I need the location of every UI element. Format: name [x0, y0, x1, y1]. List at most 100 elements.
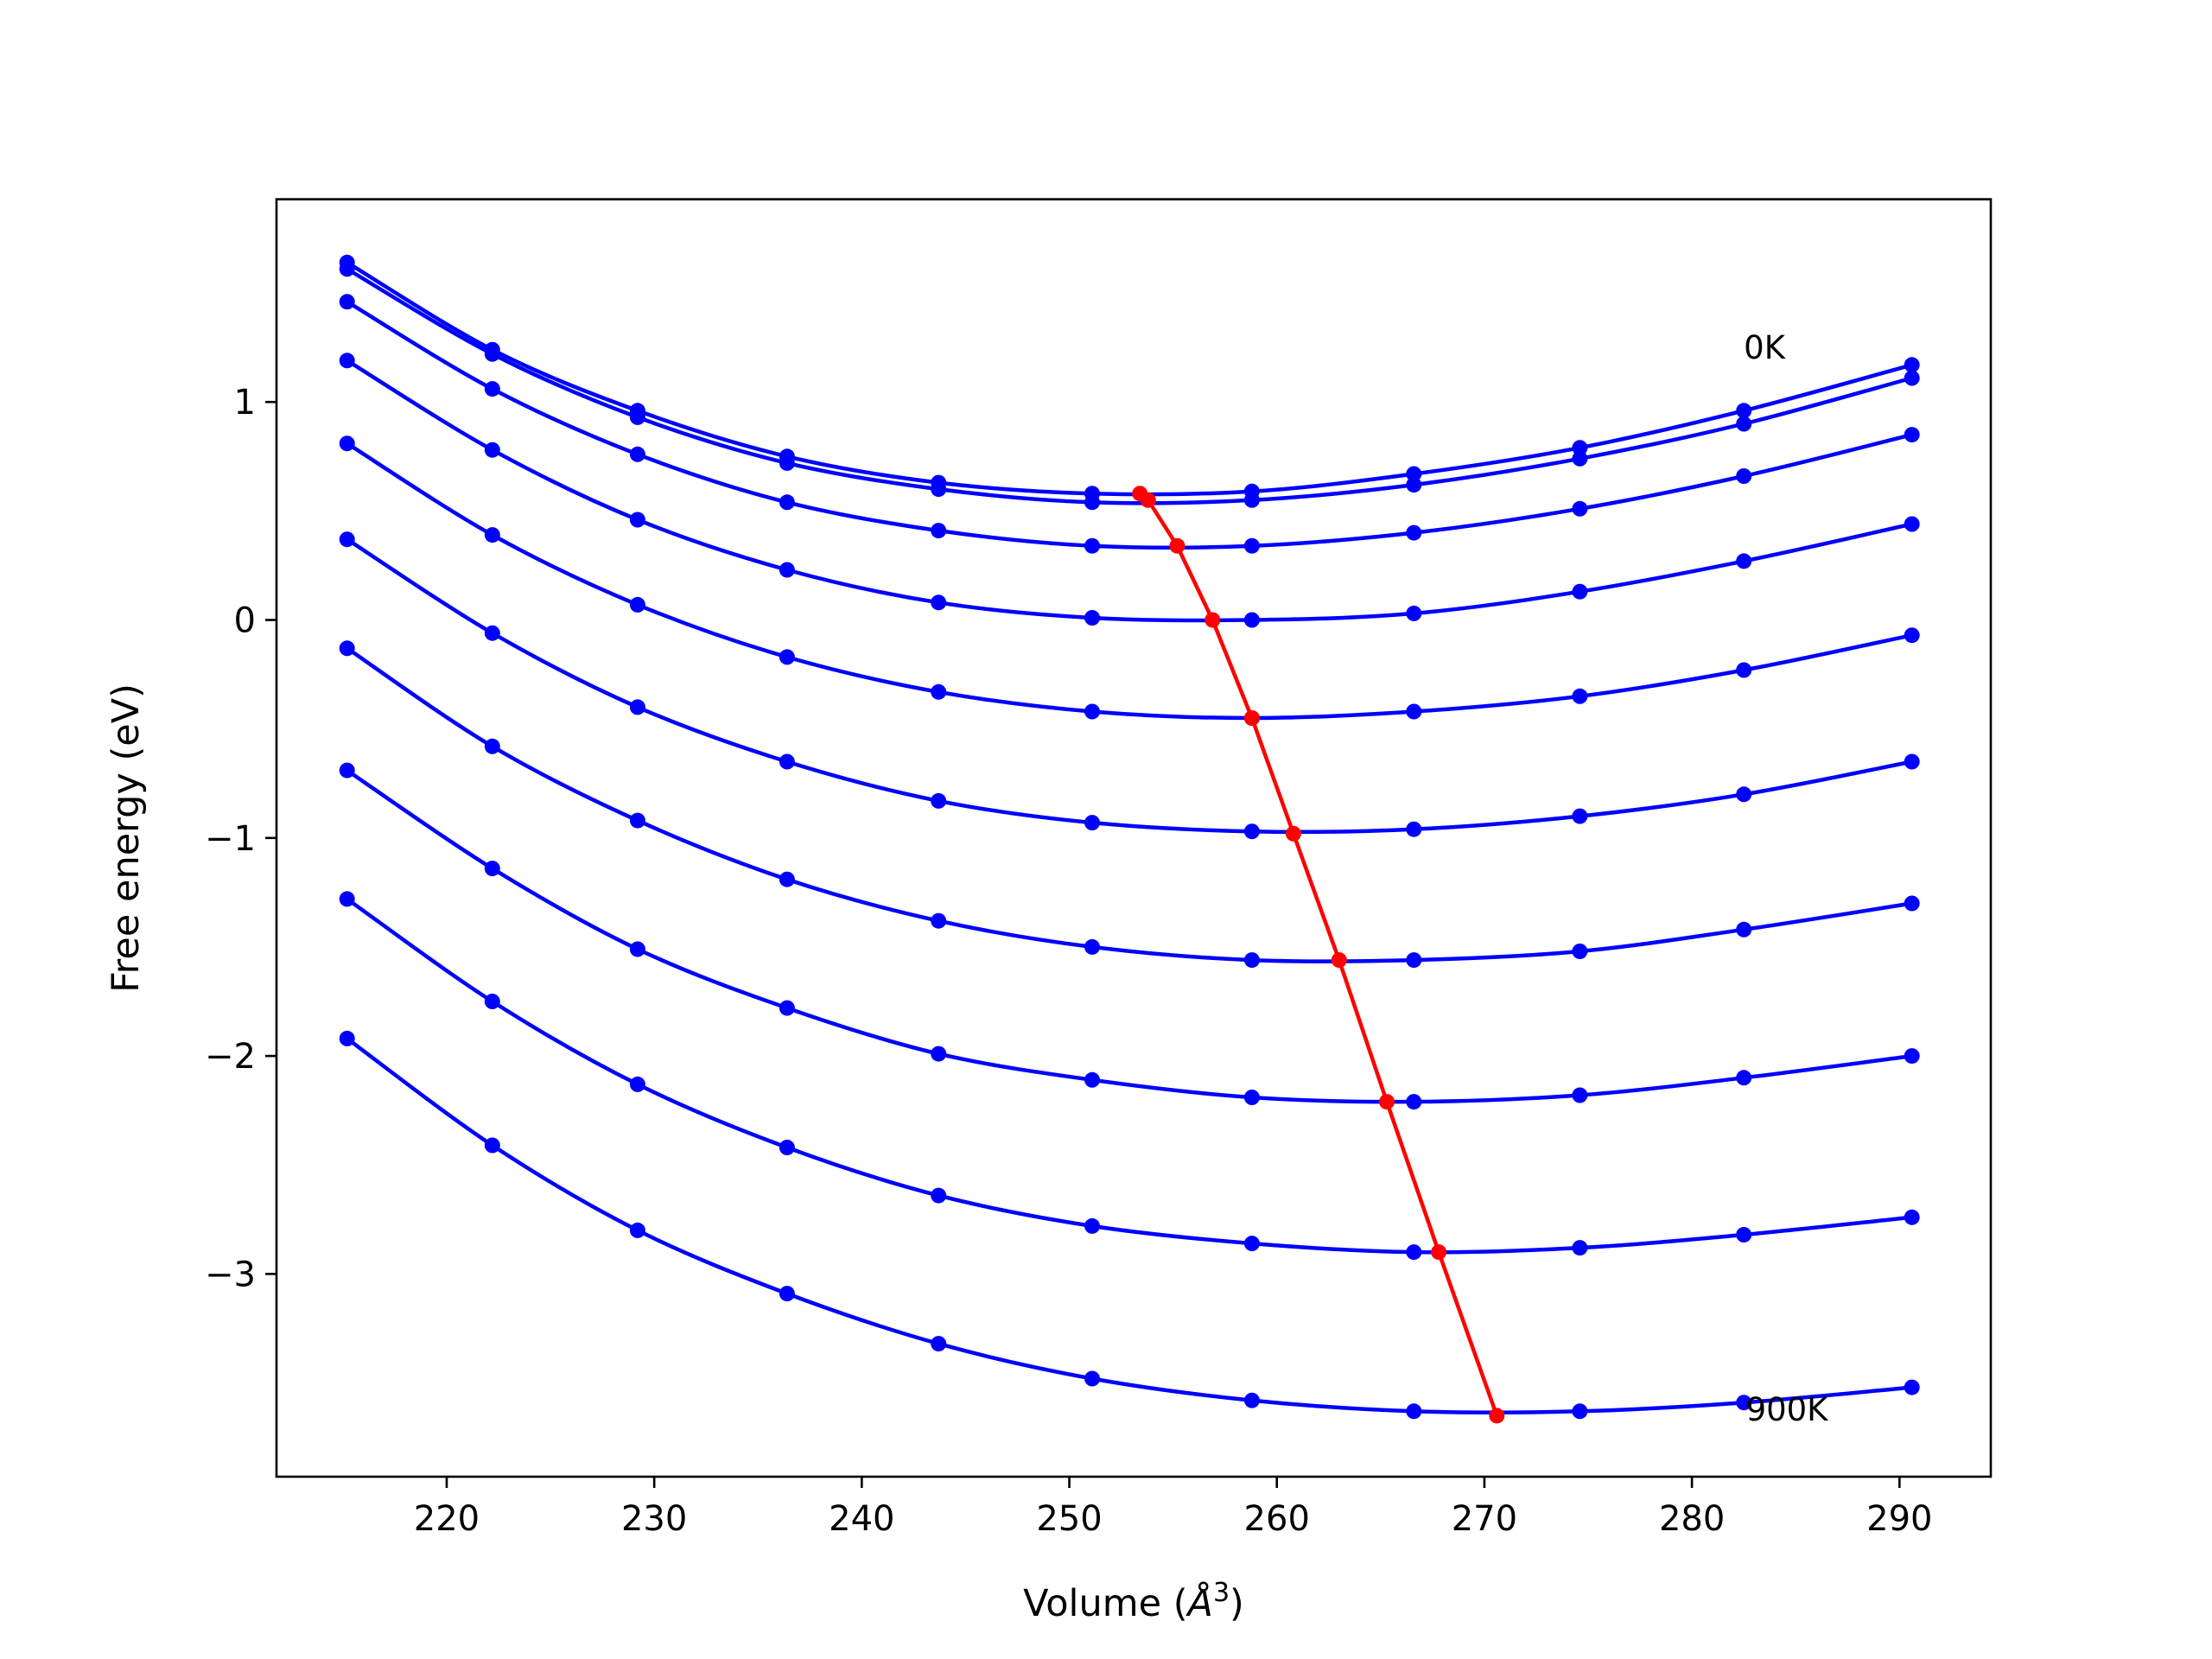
- data-point: [779, 753, 795, 770]
- data-point: [1736, 403, 1752, 419]
- data-point: [339, 435, 355, 452]
- data-point: [1904, 357, 1920, 373]
- data-point: [1243, 823, 1260, 840]
- x-tick-label: 220: [414, 1499, 480, 1539]
- data-point: [1572, 1087, 1588, 1103]
- y-tick-label: 1: [234, 383, 256, 423]
- data-point: [931, 912, 947, 929]
- minimum-point: [1140, 492, 1156, 508]
- data-point: [779, 454, 795, 471]
- minimum-point: [1169, 537, 1185, 554]
- minimum-point: [1205, 612, 1221, 628]
- data-point: [1736, 1395, 1752, 1411]
- data-point: [1406, 821, 1422, 837]
- data-point: [931, 792, 947, 809]
- data-point: [339, 1030, 355, 1046]
- data-point: [484, 625, 500, 641]
- data-point: [779, 1286, 795, 1302]
- y-axis-label: Free energy (eV): [105, 683, 148, 993]
- series-5: [339, 435, 1920, 726]
- minimum-point: [1285, 825, 1301, 842]
- minimum-point: [1379, 1094, 1395, 1110]
- y-tick-label: −1: [205, 819, 256, 859]
- data-point: [931, 1187, 947, 1204]
- data-point: [1406, 605, 1422, 621]
- data-point: [1243, 492, 1260, 508]
- data-point: [629, 446, 645, 462]
- series-line: [346, 1037, 1912, 1414]
- data-point: [779, 1140, 795, 1155]
- data-point: [484, 738, 500, 754]
- data-point: [1084, 703, 1100, 720]
- series-4: [339, 353, 1920, 628]
- x-axis: 220 230 240 250 260 270 280 290: [414, 1477, 1932, 1539]
- y-axis: 1 0 −1 −2 −3: [205, 383, 276, 1294]
- data-point: [484, 1137, 500, 1154]
- minima-line: [1138, 492, 1499, 1417]
- data-point: [1572, 450, 1588, 467]
- data-point: [1572, 688, 1588, 704]
- x-tick-label: 280: [1659, 1499, 1725, 1539]
- data-point: [931, 683, 947, 700]
- data-point: [779, 562, 795, 578]
- x-tick-label: 230: [621, 1499, 687, 1539]
- data-point: [1904, 1379, 1920, 1395]
- data-point: [1084, 537, 1100, 554]
- series-9: [339, 891, 1920, 1261]
- series-line: [346, 442, 1913, 721]
- data-point: [1904, 1048, 1920, 1065]
- minimum-point: [1489, 1408, 1505, 1424]
- data-point: [484, 861, 500, 877]
- data-point: [629, 941, 645, 957]
- data-point: [1572, 1403, 1588, 1420]
- x-tick-label: 270: [1452, 1499, 1517, 1539]
- series-6: [339, 531, 1920, 840]
- data-point: [629, 1222, 645, 1238]
- data-point: [1572, 1240, 1588, 1256]
- data-point: [779, 871, 795, 887]
- data-point: [339, 640, 355, 657]
- data-point: [1084, 938, 1100, 955]
- data-point: [931, 594, 947, 611]
- data-point: [1084, 1370, 1100, 1387]
- data-point: [1904, 627, 1920, 644]
- plot-area: [339, 254, 1920, 1424]
- data-point: [1084, 1217, 1100, 1234]
- series-7: [339, 640, 1920, 969]
- data-point: [484, 381, 500, 397]
- data-point: [1904, 895, 1920, 912]
- data-point: [1243, 612, 1260, 628]
- data-point: [1406, 1244, 1422, 1261]
- data-point: [1572, 808, 1588, 824]
- minimum-point: [1431, 1244, 1447, 1261]
- series-line: [346, 768, 1912, 1104]
- data-point: [1736, 921, 1752, 938]
- data-point: [1243, 1090, 1260, 1105]
- data-point: [1243, 537, 1260, 554]
- y-tick-label: −3: [205, 1255, 256, 1294]
- data-point: [629, 512, 645, 528]
- series-2: [339, 261, 1920, 511]
- data-point: [779, 494, 795, 511]
- data-point: [629, 409, 645, 425]
- series-8: [339, 762, 1920, 1110]
- data-point: [1084, 610, 1100, 626]
- data-point: [484, 994, 500, 1009]
- data-point: [629, 596, 645, 613]
- data-point: [1904, 1209, 1920, 1225]
- data-point: [339, 353, 355, 369]
- data-point: [339, 531, 355, 548]
- data-point: [1243, 952, 1260, 969]
- data-point: [484, 442, 500, 458]
- data-point: [1904, 516, 1920, 532]
- data-point: [1084, 494, 1100, 511]
- data-point: [339, 294, 355, 310]
- series-line: [346, 300, 1913, 550]
- data-point: [1736, 1227, 1752, 1243]
- data-point: [1084, 815, 1100, 831]
- x-axis-label: Volume (Å3): [1023, 1578, 1244, 1626]
- data-point: [339, 261, 355, 277]
- data-point: [484, 527, 500, 543]
- data-point: [339, 891, 355, 907]
- data-point: [1904, 370, 1920, 386]
